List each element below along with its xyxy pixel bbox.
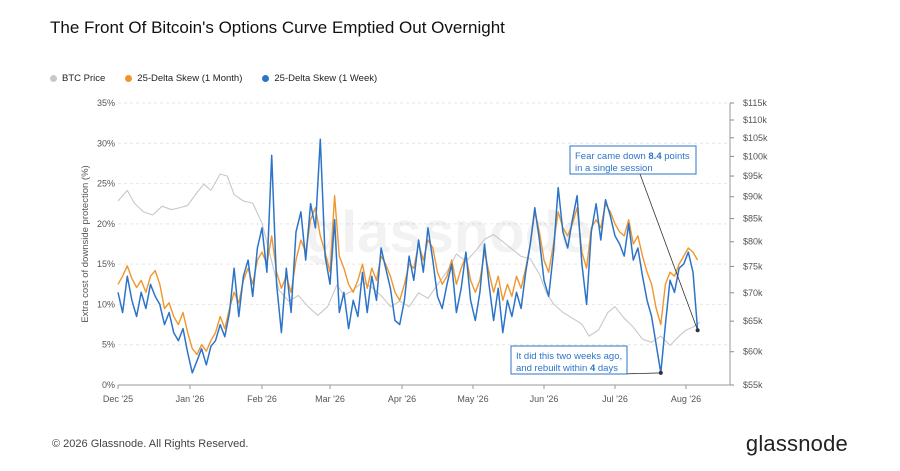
legend-item-skew-1w[interactable]: 25-Delta Skew (1 Week): [262, 73, 377, 84]
y2-tick-label: $65k: [743, 316, 763, 326]
annotation-box: [569, 145, 697, 175]
y-axis-label: Extra cost of downside protection (%): [80, 165, 91, 322]
x-tick-label: Aug '26: [671, 394, 701, 404]
y-tick-label: 10%: [97, 299, 115, 309]
annotation-leader: [639, 173, 698, 331]
y-tick-label: 35%: [97, 98, 115, 108]
y-tick-label: 5%: [102, 340, 115, 350]
x-tick-label: Dec '25: [103, 394, 133, 404]
x-tick-label: May '26: [457, 394, 488, 404]
page-title: The Front Of Bitcoin's Options Curve Emp…: [50, 18, 505, 37]
x-tick-label: Jan '26: [176, 394, 205, 404]
annotation-text: It did this two weeks ago,: [516, 351, 622, 362]
x-tick-label: Feb '26: [247, 394, 277, 404]
legend-item-btc-price[interactable]: BTC Price: [50, 73, 105, 84]
y2-tick-label: $90k: [743, 192, 763, 202]
y2-tick-label: $55k: [743, 380, 763, 390]
chart-legend: BTC Price 25-Delta Skew (1 Month) 25-Del…: [50, 73, 377, 84]
legend-dot-skew-1m: [125, 75, 133, 82]
legend-label-btc-price: BTC Price: [62, 73, 106, 84]
y-tick-label: 30%: [97, 138, 115, 148]
x-tick-label: Apr '26: [388, 394, 416, 404]
line-skew-1m: [117, 194, 699, 356]
y-tick-label: 25%: [97, 179, 115, 189]
legend-label-skew-1m: 25-Delta Skew (1 Month): [137, 73, 243, 84]
y-tick-label: 20%: [97, 219, 115, 229]
annotation-box: [510, 345, 628, 375]
annotation-text: and rebuilt within 4 days: [516, 363, 618, 374]
y2-tick-label: $70k: [743, 288, 763, 298]
y2-tick-label: $80k: [743, 237, 763, 247]
y2-tick-label: $60k: [743, 347, 763, 357]
line-skew-1w: [117, 138, 699, 374]
x-tick-label: Mar '26: [315, 394, 345, 404]
annotation-text: Fear came down 8.4 points: [575, 151, 690, 162]
y2-tick-label: $100k: [743, 151, 768, 161]
y2-tick-label: $115k: [743, 98, 767, 108]
brand-logo: glassnode: [745, 431, 848, 456]
y-tick-label: 0%: [102, 380, 115, 390]
y2-tick-label: $95k: [743, 171, 763, 181]
legend-dot-btc-price: [50, 75, 57, 82]
annotation-target-dot: [658, 370, 663, 375]
line-btc-price: [117, 173, 701, 346]
x-tick-label: Jun '26: [530, 394, 559, 404]
copyright-text: © 2026 Glassnode. All Rights Reserved.: [52, 438, 249, 450]
chart-watermark: glassnode: [306, 200, 593, 265]
legend-label-skew-1w: 25-Delta Skew (1 Week): [274, 73, 378, 84]
y2-tick-label: $75k: [743, 261, 763, 271]
y-tick-label: 15%: [97, 259, 115, 269]
annotation-target-dot: [695, 328, 700, 333]
y2-tick-label: $110k: [743, 115, 767, 125]
y2-tick-label: $85k: [743, 214, 763, 224]
y2-tick-label: $105k: [743, 133, 768, 143]
annotation-text: in a single session: [575, 163, 653, 174]
legend-item-skew-1m[interactable]: 25-Delta Skew (1 Month): [125, 73, 242, 84]
legend-dot-skew-1w: [262, 75, 270, 82]
annotation-leader: [619, 372, 661, 375]
x-tick-label: Jul '26: [602, 394, 628, 404]
